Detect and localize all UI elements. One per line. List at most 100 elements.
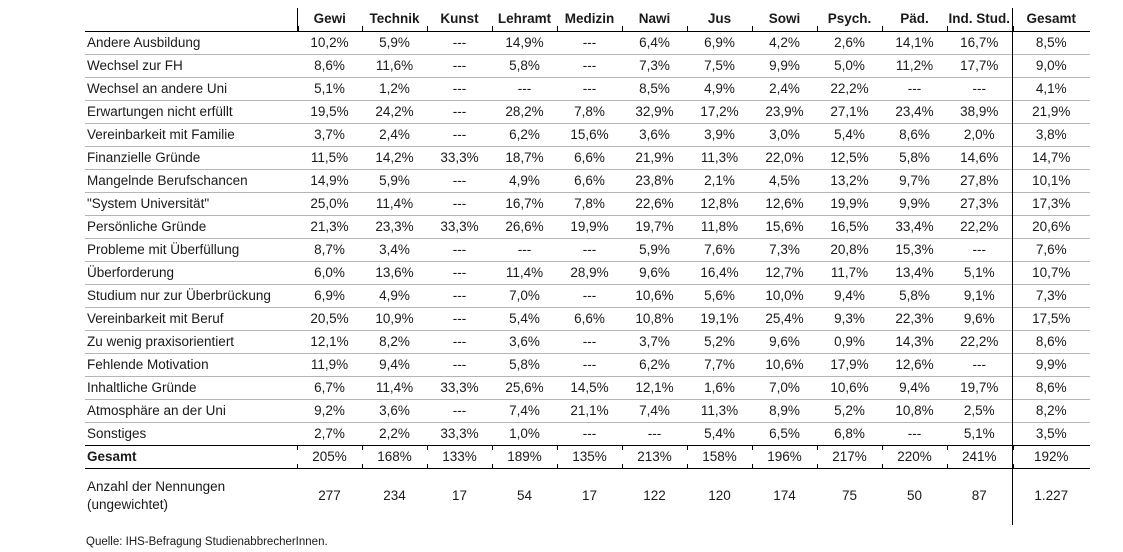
- table-cell: 10,6%: [817, 376, 882, 400]
- table-cell: 158%: [687, 445, 752, 469]
- table-cell: 13,2%: [817, 169, 882, 193]
- table-cell: 8,5%: [622, 77, 687, 101]
- table-cell: 10,0%: [752, 284, 817, 308]
- table-row: Inhaltliche Gründe 6,7% 11,4% 33,3% 25,6% 14,…: [85, 376, 1090, 400]
- table-row: Probleme mit Überfüllung 8,7% 3,4% --- --- --…: [85, 238, 1090, 262]
- table-cell: 4,5%: [752, 169, 817, 193]
- table-cell: 3,6%: [362, 399, 427, 423]
- table-cell: ---: [427, 261, 492, 285]
- table-cell: 1,2%: [362, 77, 427, 101]
- table-cell: 21,9%: [622, 146, 687, 170]
- table-row: Gesamt 205% 168% 133% 189% 135% 213% 158% 196% 21…: [85, 445, 1090, 469]
- table-cell: 87: [971, 488, 987, 504]
- table-cell: 9,7%: [882, 169, 947, 193]
- table-cell: 15,3%: [882, 238, 947, 262]
- table-cell: 7,4%: [492, 399, 557, 423]
- table-cell: 9,9%: [882, 192, 947, 216]
- table-cell: 4,9%: [362, 284, 427, 308]
- table-cell: 25,6%: [492, 376, 557, 400]
- table-cell: 17: [451, 488, 468, 504]
- column-header: Ind. Stud.: [947, 8, 1012, 32]
- table-cell: ---: [882, 422, 947, 446]
- table-cell: 5,2%: [687, 330, 752, 354]
- table-cell: 213%: [622, 445, 687, 469]
- table-cell: 5,6%: [687, 284, 752, 308]
- table-cell: 14,6%: [947, 146, 1012, 170]
- table-cell: 22,2%: [947, 330, 1012, 354]
- table-cell: 19,7%: [947, 376, 1012, 400]
- corner-cell: [85, 8, 297, 32]
- table-cell: 11,7%: [817, 261, 882, 285]
- table-cell: 23,3%: [362, 215, 427, 239]
- table-cell: ---: [947, 353, 1012, 377]
- column-header: Jus: [687, 8, 752, 32]
- table-cell: 19,9%: [817, 192, 882, 216]
- table-cell: 12,7%: [752, 261, 817, 285]
- table-cell: 33,3%: [427, 422, 492, 446]
- table-cell: 5,9%: [362, 169, 427, 193]
- table-cell: 17,3%: [1011, 192, 1090, 216]
- table-cell: 11,3%: [687, 399, 752, 423]
- table-cell: 9,4%: [362, 353, 427, 377]
- table-cell: 22,3%: [882, 307, 947, 331]
- table-cell: 14,9%: [505, 35, 544, 50]
- table-cell: 4,2%: [769, 35, 800, 50]
- table-cell: 10,1%: [1011, 169, 1090, 193]
- table-header: Gewi Technik Kunst Lehramt Medizin Nawi Jus Sow…: [85, 8, 1090, 32]
- table-cell: 50: [906, 488, 923, 504]
- table-cell: 3,4%: [362, 238, 427, 262]
- table-cell: ---: [492, 77, 557, 101]
- table-cell: 7,6%: [1011, 238, 1090, 262]
- column-header: Sowi: [752, 8, 817, 32]
- table-cell: 5,8%: [882, 146, 947, 170]
- table-cell: 5,9%: [622, 238, 687, 262]
- table-cell: 220%: [882, 445, 947, 469]
- table-cell: 8,2%: [1011, 399, 1090, 423]
- table-cell: 27,1%: [817, 100, 882, 124]
- table-cell: 14,1%: [895, 35, 934, 50]
- table-cell: 9,6%: [947, 307, 1012, 331]
- table-cell: ---: [427, 399, 492, 423]
- table-cell: ---: [427, 123, 492, 147]
- table-cell: 8,5%: [1011, 31, 1090, 55]
- table-cell: ---: [427, 100, 492, 124]
- table-cell: ---: [882, 77, 947, 101]
- table-cell: 14,5%: [557, 376, 622, 400]
- table-cell: 7,8%: [557, 100, 622, 124]
- table-cell: 27,8%: [947, 169, 1012, 193]
- table-cell: 20,6%: [1011, 215, 1090, 239]
- table-cell: 1,6%: [687, 376, 752, 400]
- table-cell: 3,8%: [1011, 123, 1090, 147]
- table-cell: 120: [708, 488, 731, 504]
- column-header: Medizin: [557, 8, 622, 32]
- table-cell: 2,4%: [752, 77, 817, 101]
- table-cell: 1.227: [1011, 468, 1090, 526]
- table-cell: 9,3%: [817, 307, 882, 331]
- table-cell: 5,1%: [947, 422, 1012, 446]
- table-cell: 2,1%: [687, 169, 752, 193]
- table-cell: 5,8%: [882, 284, 947, 308]
- table-cell: 26,6%: [492, 215, 557, 239]
- row-label: Finanzielle Gründe: [85, 146, 297, 170]
- table-row: Zu wenig praxisorientiert 12,1% 8,2% --- 3,6…: [85, 330, 1090, 354]
- table-cell: 6,2%: [622, 353, 687, 377]
- table-cell: 6,8%: [817, 422, 882, 446]
- table-cell: 33,3%: [427, 215, 492, 239]
- table-cell: 13,6%: [362, 261, 427, 285]
- table-cell: ---: [557, 238, 622, 262]
- table-cell: 17,9%: [817, 353, 882, 377]
- table-cell: 17,2%: [687, 100, 752, 124]
- table-row: Finanzielle Gründe 11,5% 14,2% 33,3% 18,7% 6,…: [85, 146, 1090, 170]
- table-cell: 6,6%: [557, 169, 622, 193]
- row-label: Persönliche Gründe: [85, 215, 297, 239]
- table-cell: 2,2%: [362, 422, 427, 446]
- column-header: Gewi: [296, 8, 362, 32]
- table-cell: 196%: [752, 445, 817, 469]
- table-cell: 9,6%: [752, 330, 817, 354]
- table-cell: 5,8%: [492, 54, 557, 78]
- table-cell: 25,0%: [297, 192, 362, 216]
- table-cell: ---: [557, 422, 622, 446]
- table-cell: 15,6%: [557, 123, 622, 147]
- table-cell: 168%: [362, 445, 427, 469]
- table-cell: 133%: [427, 445, 492, 469]
